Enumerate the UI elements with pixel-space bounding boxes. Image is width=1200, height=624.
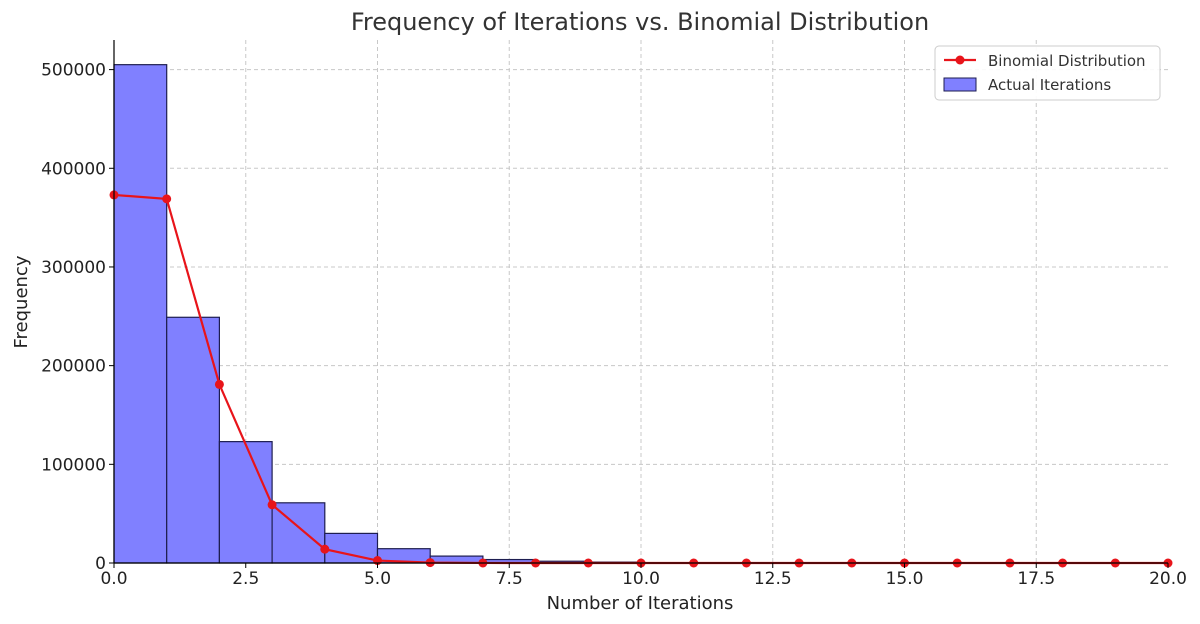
binomial-point <box>267 500 277 510</box>
x-tick-label: 12.5 <box>754 569 792 589</box>
y-tick-label: 100000 <box>41 455 106 475</box>
legend-label-actual: Actual Iterations <box>988 76 1111 94</box>
y-tick-label: 500000 <box>41 61 106 81</box>
binomial-point <box>320 544 330 554</box>
x-tick-label: 7.5 <box>496 569 523 589</box>
binomial-point <box>214 379 224 389</box>
y-tick-label: 200000 <box>41 357 106 377</box>
x-tick-label: 10.0 <box>622 569 660 589</box>
binomial-point <box>162 194 172 204</box>
y-tick-label: 300000 <box>41 258 106 278</box>
legend-label-binomial: Binomial Distribution <box>988 52 1146 70</box>
x-tick-label: 0.0 <box>100 569 127 589</box>
legend-marker-swatch <box>955 55 965 65</box>
legend-box <box>934 45 1161 101</box>
x-axis-label: Number of Iterations <box>547 593 734 614</box>
histogram-bar <box>166 316 220 564</box>
x-tick-label: 15.0 <box>886 569 924 589</box>
chart-title: Frequency of Iterations vs. Binomial Dis… <box>351 8 929 36</box>
grid <box>114 40 1168 563</box>
y-tick-label: 0 <box>95 554 106 574</box>
histogram-bars <box>113 64 642 564</box>
tick-labels: 0.0 2.5 5.0 7.5 10.0 12.5 15.0 17.5 20.0 0 100000 2… <box>41 61 1187 589</box>
x-tick-label: 5.0 <box>364 569 391 589</box>
x-tick-label: 2.5 <box>232 569 259 589</box>
y-axis-label: Frequency <box>11 255 32 348</box>
histogram-bar <box>218 441 273 564</box>
legend: Binomial Distribution Actual Iterations <box>934 45 1161 101</box>
y-tick-label: 400000 <box>41 159 106 179</box>
legend-bar-swatch <box>943 77 977 92</box>
histogram-bar <box>113 64 168 564</box>
x-tick-label: 17.5 <box>1017 569 1055 589</box>
x-tick-label: 20.0 <box>1149 569 1187 589</box>
